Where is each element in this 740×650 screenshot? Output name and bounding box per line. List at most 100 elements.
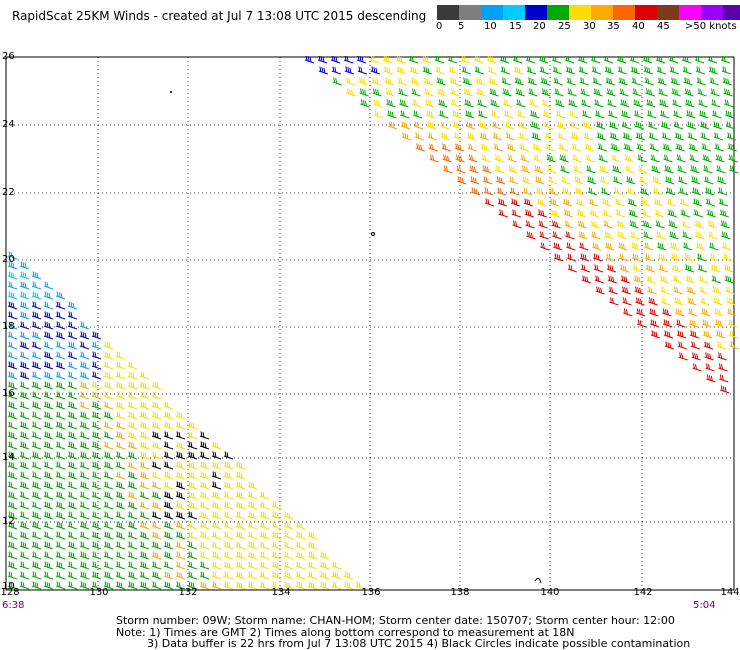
wind-barb <box>582 121 593 130</box>
wind-barb <box>331 66 342 75</box>
wind-barb <box>649 319 660 328</box>
wind-barb <box>686 286 696 295</box>
wind-barb <box>127 411 138 420</box>
wind-barb <box>633 275 643 284</box>
wind-barb <box>175 561 186 570</box>
wind-barb <box>115 401 126 410</box>
wind-barb <box>31 341 42 350</box>
wind-barb <box>536 198 547 207</box>
wind-barb <box>569 121 580 130</box>
wind-barb <box>450 88 460 97</box>
wind-barb <box>127 401 138 410</box>
wind-barb <box>645 264 656 273</box>
wind-barb <box>247 531 258 540</box>
longitude-label: 138 <box>450 587 470 598</box>
wind-barb <box>426 121 437 130</box>
storm-info-line: Storm number: 09W; Storm name: CHAN-HOM;… <box>116 614 675 627</box>
wind-barb <box>127 371 138 380</box>
wind-speed-color-scale <box>437 5 740 20</box>
wind-barb <box>19 511 30 520</box>
wind-barb <box>687 132 698 141</box>
wind-barb <box>115 481 126 490</box>
wind-barb <box>573 165 583 174</box>
wind-barb <box>647 121 658 130</box>
wind-barb <box>595 286 605 295</box>
wind-barb <box>516 99 526 108</box>
wind-barb <box>616 56 627 64</box>
wind-barb <box>127 531 138 540</box>
wind-barb <box>271 531 282 540</box>
wind-barb <box>151 481 162 490</box>
latitude-label: 10 <box>2 581 15 592</box>
wind-barb <box>331 581 342 590</box>
wind-barb <box>415 143 425 152</box>
wind-barb <box>55 481 66 490</box>
wind-barb <box>551 220 561 229</box>
wind-barb <box>115 551 126 560</box>
wind-barb <box>540 77 550 86</box>
wind-barb <box>661 297 671 306</box>
wind-barb <box>139 461 150 470</box>
wind-barb <box>295 581 306 590</box>
wind-barb <box>103 541 114 550</box>
wind-barb <box>139 441 150 450</box>
wind-barb <box>319 581 330 590</box>
wind-barb <box>283 521 294 530</box>
wind-barb <box>655 220 665 229</box>
wind-barb <box>396 66 407 75</box>
wind-barb <box>7 371 18 380</box>
wind-barb <box>695 231 705 240</box>
wind-barb <box>502 88 512 97</box>
wind-barb <box>628 209 638 218</box>
wind-barb <box>283 561 294 570</box>
wind-barb <box>103 351 114 360</box>
wind-barb <box>633 99 643 108</box>
wind-barb <box>567 88 577 97</box>
wind-barb <box>55 531 66 540</box>
wind-barb <box>175 551 186 560</box>
wind-barb <box>211 481 222 490</box>
wind-barb <box>259 521 270 530</box>
wind-barb <box>710 88 720 97</box>
wind-barb <box>655 56 666 64</box>
wind-barb <box>503 99 513 108</box>
wind-barb <box>692 363 702 372</box>
wind-barb <box>31 311 42 320</box>
wind-barb <box>369 56 380 64</box>
wind-barb <box>483 176 493 185</box>
scale-label: 30 <box>583 21 596 32</box>
wind-barb-map <box>5 56 739 591</box>
wind-barb <box>624 154 634 163</box>
wind-barb <box>475 77 485 86</box>
wind-barb <box>175 461 186 470</box>
scale-swatch <box>547 5 569 20</box>
wind-barb <box>343 581 354 590</box>
note-line-2: 3) Data buffer is 22 hrs from Jul 7 13:0… <box>147 637 691 650</box>
wind-barb <box>139 551 150 560</box>
wind-barb <box>343 56 354 64</box>
wind-barb <box>594 275 604 284</box>
wind-barb <box>283 551 294 560</box>
wind-barb <box>539 231 549 240</box>
wind-barb <box>43 301 54 310</box>
wind-barb <box>223 501 234 510</box>
wind-barb <box>43 381 54 390</box>
wind-barb <box>247 581 258 590</box>
wind-barb <box>550 209 560 218</box>
wind-barb <box>79 561 90 570</box>
wind-barb <box>692 198 703 207</box>
scale-swatch <box>569 5 591 20</box>
wind-barb <box>469 165 479 174</box>
wind-barb <box>103 471 114 480</box>
wind-barb <box>7 381 18 390</box>
wind-barb <box>371 77 381 86</box>
wind-barb <box>681 56 692 64</box>
wind-barb <box>295 541 306 550</box>
wind-barb <box>271 581 282 590</box>
wind-barb <box>454 143 464 152</box>
wind-barb <box>199 471 210 480</box>
wind-barb <box>498 209 508 218</box>
wind-barb <box>187 461 198 470</box>
wind-barb <box>646 99 656 108</box>
wind-barb <box>397 77 407 86</box>
